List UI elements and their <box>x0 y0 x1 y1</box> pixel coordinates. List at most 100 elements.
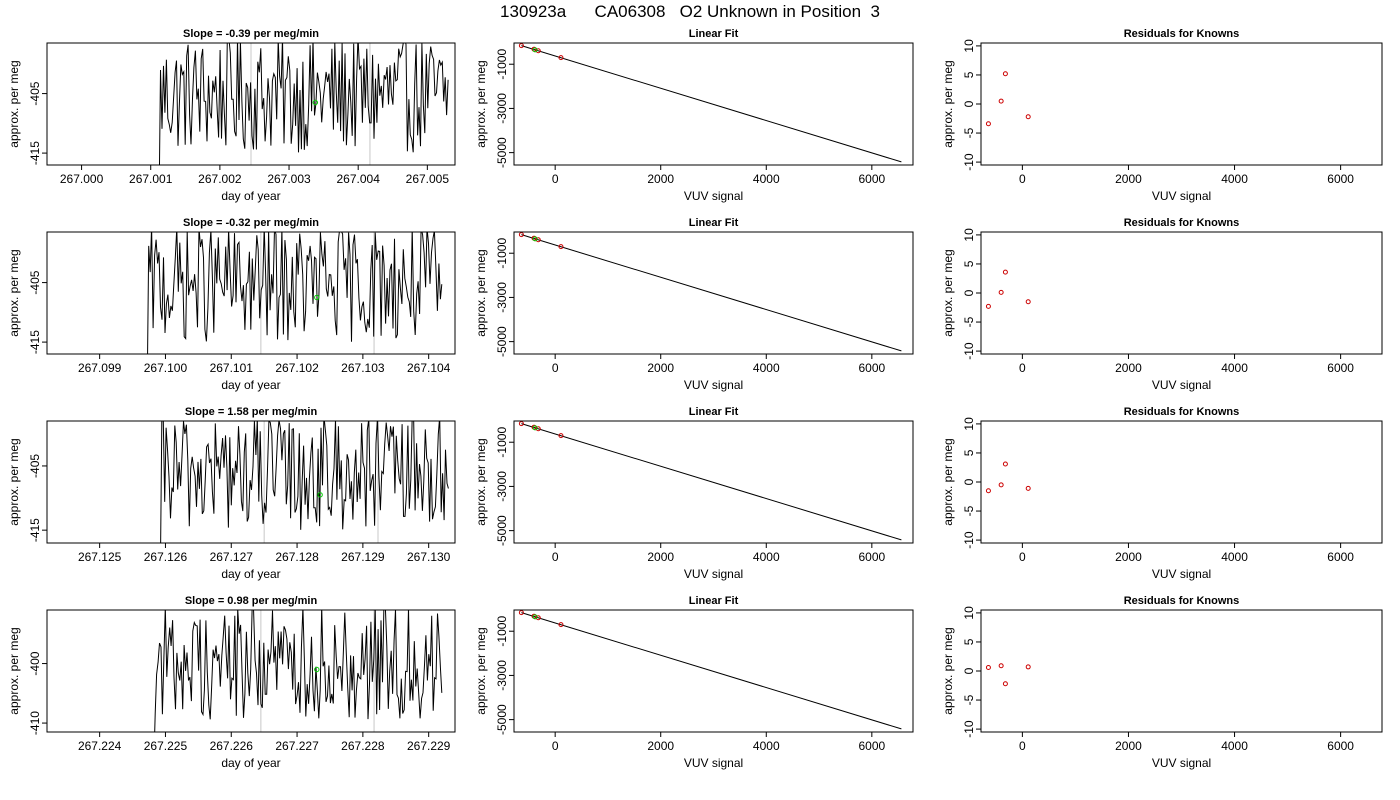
x-tick-label: 4000 <box>1221 739 1248 753</box>
x-tick-label: 0 <box>552 739 559 753</box>
y-axis-label: approx. per meg <box>474 249 488 336</box>
y-axis-label: approx. per meg <box>7 438 21 525</box>
known-point <box>518 232 524 238</box>
x-axis-label: VUV signal <box>684 378 743 392</box>
plot-area <box>985 663 1031 687</box>
plot-frame <box>980 42 1383 166</box>
x-tick-label: 2000 <box>1115 361 1142 375</box>
fit-line <box>521 45 902 163</box>
y-tick-label: 10 <box>962 606 976 620</box>
plot-area <box>518 43 902 163</box>
x-tick-label: 0 <box>552 361 559 375</box>
x-tick-label: 0 <box>1019 739 1026 753</box>
y-tick-label: -10 <box>962 531 976 549</box>
x-tick-label: 4000 <box>753 172 780 186</box>
y-axis-label: approx. per meg <box>941 249 955 336</box>
x-tick-label: 6000 <box>858 550 885 564</box>
y-tick-label: -410 <box>28 711 42 735</box>
x-tick-label: 267.001 <box>129 172 173 186</box>
x-axis-label: VUV signal <box>684 189 743 203</box>
x-tick-label: 267.129 <box>341 550 385 564</box>
x-tick-label: 6000 <box>1327 739 1354 753</box>
x-tick-label: 2000 <box>1115 550 1142 564</box>
panel-linear-fit-row-2: Linear Fit 0 2000 4000 6000 -1000 -3000 -5000 VU… <box>474 217 914 392</box>
panel-title: Slope = -0.39 per meg/min <box>183 28 319 40</box>
plot-frame <box>46 231 456 355</box>
residual-point <box>1002 269 1008 275</box>
unknown-mean-marker <box>314 666 320 673</box>
panel-linear-fit-row-4: Linear Fit 0 2000 4000 6000 -1000 -3000 -5000 VU… <box>474 595 914 770</box>
x-tick-label: 267.126 <box>144 550 188 564</box>
plot-frame <box>513 609 914 733</box>
y-tick-label: 10 <box>962 417 976 431</box>
x-tick-label: 267.101 <box>210 361 254 375</box>
residual-point <box>1025 114 1031 120</box>
residual-point <box>985 303 991 309</box>
unknown-point <box>532 236 538 242</box>
x-tick-label: 267.128 <box>275 550 319 564</box>
known-point <box>535 615 541 621</box>
x-tick-label: 267.005 <box>406 172 450 186</box>
y-axis-label: approx. per meg <box>941 60 955 147</box>
panel-time-series-row-3: Slope = 1.58 per meg/min 267.125 267.126 26… <box>7 406 456 581</box>
y-tick-label: -10 <box>962 720 976 738</box>
x-tick-label: 0 <box>552 172 559 186</box>
known-point <box>518 43 524 49</box>
panel-linear-fit-row-1: Linear Fit 0 2000 4000 6000 -1000 -3000 -5000 VU… <box>474 28 914 203</box>
fit-line <box>521 612 902 730</box>
y-tick-label: -1000 <box>495 49 509 80</box>
x-tick-label: 4000 <box>1221 361 1248 375</box>
y-tick-label: -5 <box>962 694 976 705</box>
x-tick-label: 4000 <box>753 550 780 564</box>
panel-linear-fit-row-3: Linear Fit 0 2000 4000 6000 -1000 -3000 -5000 VU… <box>474 406 914 581</box>
panel-residuals-row-4: Residuals for Knowns 0 2000 4000 6000 10 5 0 -5 -… <box>941 595 1383 770</box>
unknown-mean-marker <box>314 294 320 301</box>
y-tick-label: 5 <box>962 449 976 456</box>
y-tick-label: 5 <box>962 260 976 267</box>
x-tick-label: 267.102 <box>275 361 319 375</box>
x-tick-label: 2000 <box>647 550 674 564</box>
x-tick-label: 0 <box>1019 361 1026 375</box>
x-tick-label: 267.224 <box>78 739 122 753</box>
x-tick-label: 0 <box>552 550 559 564</box>
residual-point <box>985 121 991 127</box>
y-tick-label: -3000 <box>495 93 509 124</box>
plot-area <box>985 269 1031 309</box>
y-tick-label: -3000 <box>495 282 509 313</box>
x-tick-label: 267.226 <box>210 739 254 753</box>
panel-title: Linear Fit <box>689 28 739 40</box>
unknown-mean-marker <box>312 99 319 106</box>
y-tick-label: -1000 <box>495 427 509 458</box>
y-tick-label: -405 <box>28 454 42 478</box>
y-tick-label: -415 <box>28 330 42 354</box>
plot-frame <box>980 609 1383 733</box>
y-tick-label: -10 <box>962 153 976 171</box>
y-tick-label: -405 <box>28 270 42 294</box>
x-tick-label: 6000 <box>1327 361 1354 375</box>
x-tick-label: 267.130 <box>407 550 451 564</box>
y-tick-label: -5000 <box>495 137 509 168</box>
y-tick-label: -5000 <box>495 704 509 735</box>
plot-frame <box>980 231 1383 355</box>
x-tick-label: 267.228 <box>341 739 385 753</box>
residual-point <box>1025 299 1031 305</box>
y-tick-label: -3000 <box>495 471 509 502</box>
panel-title: Linear Fit <box>689 406 739 418</box>
panel-residuals-row-3: Residuals for Knowns 0 2000 4000 6000 10 5 0 -5 -… <box>941 406 1383 581</box>
y-tick-label: -5 <box>962 316 976 327</box>
x-axis-label: VUV signal <box>1152 189 1211 203</box>
y-tick-label: -5000 <box>495 326 509 357</box>
y-axis-label: approx. per meg <box>474 438 488 525</box>
y-tick-label: -10 <box>962 342 976 360</box>
known-point <box>535 426 541 432</box>
panel-residuals-row-2: Residuals for Knowns 0 2000 4000 6000 10 5 0 -5 -… <box>941 217 1383 392</box>
y-tick-label: 0 <box>962 100 976 107</box>
y-tick-label: -3000 <box>495 660 509 691</box>
y-tick-label: -1000 <box>495 238 509 269</box>
plot-area <box>147 232 443 354</box>
x-tick-label: 267.104 <box>407 361 451 375</box>
x-tick-label: 4000 <box>1221 172 1248 186</box>
residual-point <box>985 665 991 671</box>
y-tick-label: -400 <box>28 651 42 675</box>
